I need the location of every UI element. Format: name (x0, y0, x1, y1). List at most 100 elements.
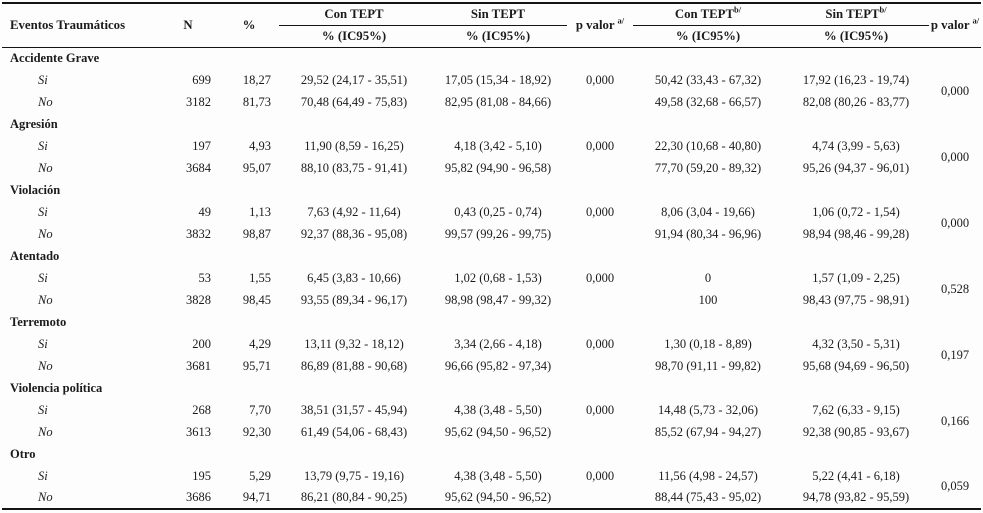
sin-tept-ci: 0,43 (0,25 - 0,74) (454, 204, 542, 219)
con-tept-ci: 92,37 (88,36 - 95,08) (300, 226, 408, 241)
con-tept-b-ci: 88,44 (75,43 - 95,02) (654, 490, 762, 504)
event-group-label: Terremoto (10, 314, 67, 329)
p-valor-1: 0,000 (585, 336, 615, 351)
pct-value: 5,29 (249, 468, 271, 483)
table-header: Eventos Traumáticos N % Con TEPT Sin TEP… (2, 3, 981, 48)
col-header-con-tept: Con TEPT (279, 3, 429, 26)
con-tept-ci: 86,21 (80,84 - 90,25) (300, 490, 408, 504)
sin-tept-b-ci: 7,62 (6,33 - 9,15) (812, 402, 900, 417)
section-header-row: Terremoto (2, 311, 981, 333)
con-tept-b-ci: 1,30 (0,18 - 8,89) (664, 336, 752, 351)
superscript-b: b/ (879, 4, 887, 15)
pct-value: 4,29 (249, 336, 271, 351)
sin-tept-b-ci: 4,74 (3,99 - 5,63) (812, 138, 900, 153)
pct-value: 98,45 (242, 292, 271, 307)
con-tept-b-ci: 98,70 (91,11 - 99,82) (655, 358, 761, 373)
sin-tept-b-ci: 95,26 (94,37 - 96,01) (802, 160, 910, 175)
sin-tept-b-ci: 94,78 (93,82 - 95,59) (802, 490, 910, 504)
n-value: 3681 (186, 358, 211, 373)
n-value: 3686 (186, 490, 211, 504)
n-value: 699 (192, 72, 211, 87)
pct-value: 1,55 (249, 270, 271, 285)
p-valor-1 (567, 157, 633, 179)
pct-value: 95,71 (242, 358, 271, 373)
con-tept-ci: 29,52 (24,17 - 35,51) (300, 72, 408, 87)
header-row-groups: Eventos Traumáticos N % Con TEPT Sin TEP… (2, 3, 981, 48)
answer-label: No (38, 358, 53, 373)
p-valor-1 (567, 289, 633, 311)
p-valor-2: 0,059 (940, 479, 970, 493)
col-header-ci-2: % (IC95%) (429, 25, 567, 48)
answer-label: No (38, 160, 53, 175)
pct-value: 7,70 (249, 402, 271, 417)
p-valor-1 (567, 355, 633, 377)
sin-tept-b-ci: 95,68 (94,69 - 96,50) (802, 358, 910, 373)
sin-tept-b-ci: 4,32 (3,50 - 5,31) (812, 336, 900, 351)
p-valor-1 (567, 223, 633, 245)
sin-tept-b-ci: 98,94 (98,46 - 99,28) (802, 226, 910, 241)
col-header-ci-3: % (IC95%) (633, 25, 783, 48)
sin-tept-b-ci: 5,22 (4,41 - 6,18) (812, 468, 900, 483)
sin-tept-ci: 1,02 (0,68 - 1,53) (454, 270, 542, 285)
data-row-si: Si 49 1,13 7,63 (4,92 - 11,64) 0,43 (0,2… (2, 201, 981, 230)
sin-tept-b-ci: 1,57 (1,09 - 2,25) (812, 270, 900, 285)
section-header-row: Agresión (2, 113, 981, 135)
data-row-no: No 3182 81,73 70,48 (64,49 - 75,83) 82,9… (2, 91, 981, 113)
con-tept-b-ci: 77,70 (59,20 - 89,32) (654, 160, 762, 175)
con-tept-b-ci: 91,94 (80,34 - 96,96) (654, 226, 762, 241)
con-tept-ci: 6,45 (3,83 - 10,66) (307, 270, 401, 285)
data-row-no: No 3681 95,71 86,89 (81,88 - 90,68) 96,6… (2, 355, 981, 377)
data-row-si: Si 195 5,29 13,79 (9,75 - 19,16) 4,38 (3… (2, 465, 981, 494)
n-value: 49 (198, 204, 212, 219)
answer-label: Si (38, 270, 48, 285)
col-header-ci-1: % (IC95%) (279, 25, 429, 48)
n-value: 197 (192, 138, 211, 153)
answer-label: Si (38, 468, 48, 483)
p-valor-2: 0,000 (940, 83, 970, 98)
data-row-si: Si 699 18,27 29,52 (24,17 - 35,51) 17,05… (2, 69, 981, 98)
col-header-p-valor-2: p valor a/ (929, 3, 981, 48)
n-value: 53 (198, 270, 212, 285)
superscript-b: b/ (734, 4, 742, 15)
data-row-si: Si 268 7,70 38,51 (31,57 - 45,94) 4,38 (… (2, 399, 981, 428)
col-header-n: N (157, 3, 219, 48)
con-tept-ci: 38,51 (31,57 - 45,94) (300, 402, 408, 417)
event-group-label: Otro (10, 446, 36, 461)
table-body: Accidente Grave Si 699 18,27 29,52 (24,1… (2, 47, 981, 509)
sin-tept-b-ci: 98,43 (97,75 - 98,91) (802, 292, 910, 307)
sin-tept-ci: 95,82 (94,90 - 96,58) (444, 160, 552, 175)
p-valor-1 (567, 91, 633, 113)
data-row-no: No 3832 98,87 92,37 (88,36 - 95,08) 99,5… (2, 223, 981, 245)
n-value: 3832 (186, 226, 211, 241)
p-valor-2: 0,197 (940, 347, 970, 362)
sin-tept-ci: 3,34 (2,66 - 4,18) (454, 336, 542, 351)
p-valor-2: 0,000 (940, 215, 970, 230)
sin-tept-b-ci: 1,06 (0,72 - 1,54) (812, 204, 900, 219)
col-header-eventos-traumaticos: Eventos Traumáticos (2, 3, 157, 48)
con-tept-b-ci: 11,56 (4,98 - 24,57) (658, 468, 758, 483)
p-valor-2: 0,528 (940, 281, 970, 296)
con-tept-ci: 93,55 (89,34 - 96,17) (300, 292, 408, 307)
answer-label: No (38, 490, 53, 504)
con-tept-text: Con TEPT (674, 6, 735, 21)
p-valor-1: 0,000 (585, 270, 615, 285)
pct-value: 95,07 (242, 160, 271, 175)
p-valor-1 (567, 421, 633, 443)
p-valor-text: p valor (930, 17, 970, 32)
col-header-sin-tept: Sin TEPT (429, 3, 567, 26)
section-header-row: Violencia política (2, 377, 981, 399)
sin-tept-ci: 99,57 (99,26 - 99,75) (444, 226, 552, 241)
col-header-p-valor-1: p valor a/ (567, 3, 633, 48)
pct-value: 4,93 (249, 138, 271, 153)
sin-tept-ci: 98,98 (98,47 - 99,32) (444, 292, 552, 307)
answer-label: Si (38, 336, 48, 351)
p-valor-1: 0,000 (585, 138, 615, 153)
pct-value: 18,27 (242, 72, 271, 87)
col-header-con-tept-b: Con TEPTb/ (633, 3, 783, 26)
answer-label: No (38, 424, 53, 439)
p-valor-2: 0,166 (940, 413, 970, 428)
con-tept-b-ci: 100 (698, 292, 718, 307)
p-valor-1: 0,000 (585, 468, 615, 483)
con-tept-b-ci: 49,58 (32,68 - 66,57) (654, 94, 762, 109)
